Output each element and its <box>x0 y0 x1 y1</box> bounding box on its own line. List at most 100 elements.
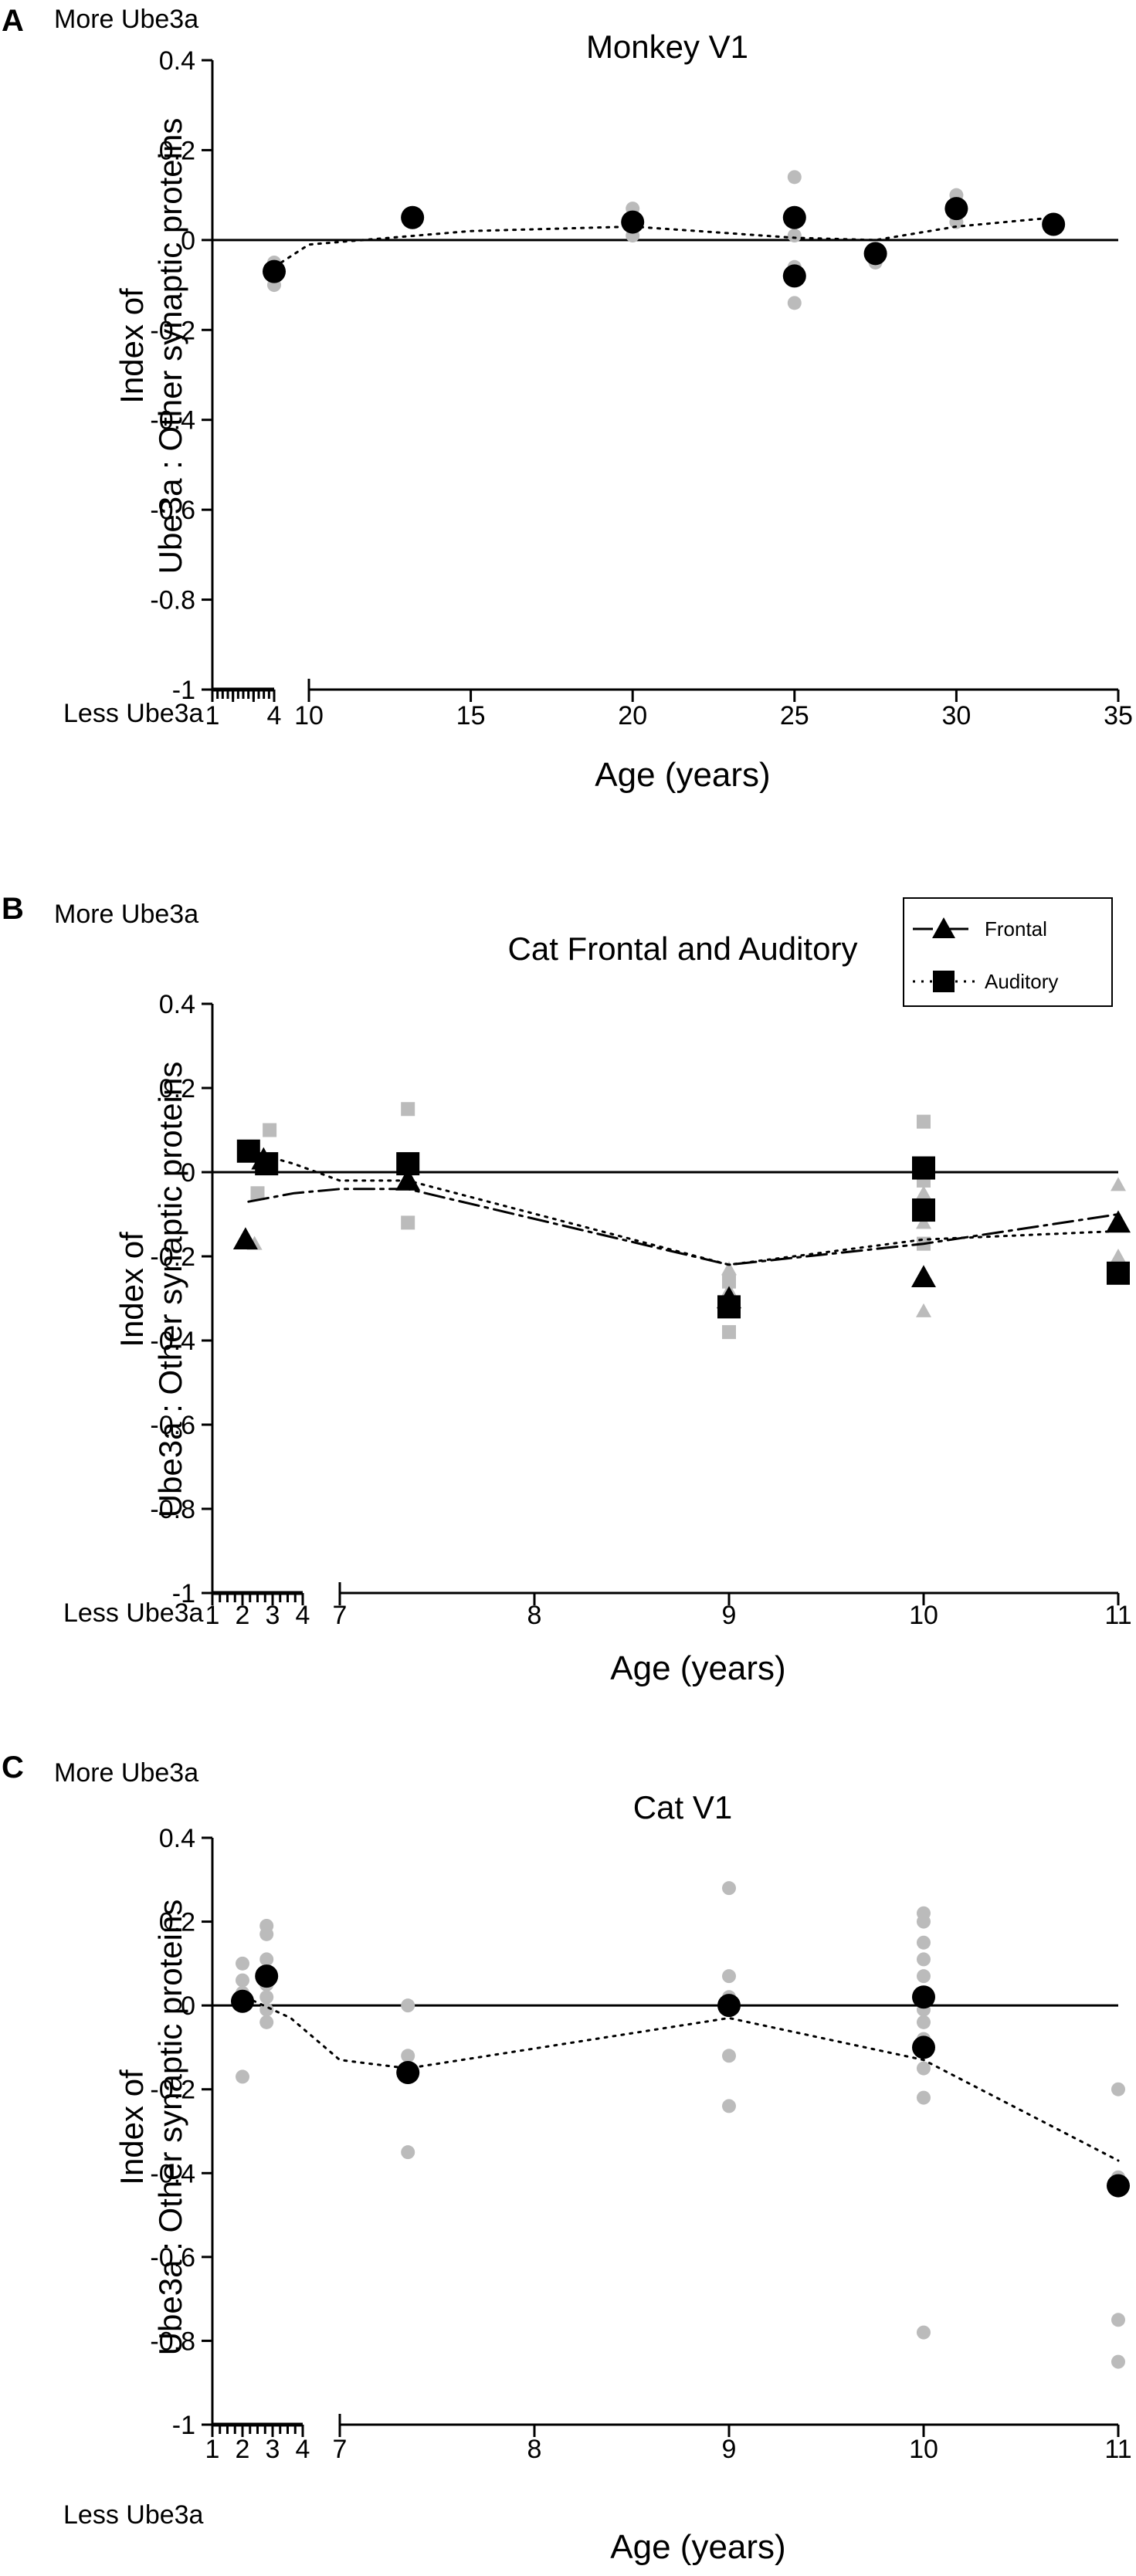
x-tick-label: 8 <box>527 2435 542 2464</box>
y-tick-label: -1 <box>172 1579 195 1608</box>
panel-a: A More Ube3a Less Ube3a Monkey V1 Age (years… <box>2 4 1133 794</box>
mean-point <box>231 1989 254 2013</box>
individual-triangle-point <box>916 1303 931 1317</box>
individual-point <box>722 1969 736 1984</box>
individual-point <box>787 229 802 243</box>
individual-point <box>401 1998 415 2013</box>
x-axis-label: Age (years) <box>595 756 770 794</box>
individual-triangle-point <box>916 1215 931 1229</box>
mean-triangle-point <box>395 1168 421 1191</box>
x-tick-label: 35 <box>1104 701 1133 730</box>
y-tick-label: -0.8 <box>150 2327 195 2356</box>
more-ube3a-label: More Ube3a <box>54 900 198 929</box>
mean-point <box>782 264 806 288</box>
y-axis-label: Index ofUbe3a : Other synaptic proteins <box>114 1062 188 1518</box>
y-tick-label: 0.4 <box>159 990 195 1019</box>
individual-triangle-point <box>1111 1249 1126 1263</box>
individual-square-point <box>917 1114 931 1129</box>
x-tick-label: 11 <box>1104 1601 1131 1630</box>
mean-point <box>621 210 645 234</box>
mean-point <box>1107 2174 1130 2198</box>
mean-square-point <box>912 1156 935 1180</box>
x-axis-label: Age (years) <box>610 1649 785 1687</box>
individual-point <box>917 2015 931 2029</box>
individual-point <box>917 1969 931 1984</box>
chart-title: Cat Frontal and Auditory <box>508 930 858 967</box>
mean-triangle-point <box>232 1227 258 1249</box>
less-ube3a-label: Less Ube3a <box>63 1598 204 1628</box>
y-tick-label: -0.2 <box>150 316 195 345</box>
x-tick-label: 7 <box>333 1601 348 1630</box>
x-tick-label: 20 <box>618 701 647 730</box>
legend-label-auditory: Auditory <box>985 970 1058 993</box>
mean-point <box>396 2061 420 2084</box>
x-tick-label: 30 <box>941 701 971 730</box>
individual-point <box>401 2049 415 2063</box>
y-axis-label-line2: Ube3a : Other synaptic proteins <box>152 1900 188 2356</box>
x-tick-label: 1 <box>205 701 220 730</box>
mean-point <box>263 259 286 283</box>
y-tick-label: 0.2 <box>159 136 195 165</box>
individual-point <box>236 2069 249 2084</box>
panel-letter: A <box>2 4 24 38</box>
trend-line <box>244 1995 1120 2162</box>
mean-triangle-point <box>911 1265 936 1288</box>
y-axis-label-line1: Index of <box>114 1232 150 1347</box>
mean-square-point <box>912 1198 935 1222</box>
individual-point <box>917 2090 931 2105</box>
trend-line <box>247 1150 1120 1266</box>
individual-point <box>722 2049 736 2063</box>
individual-triangle-point <box>1111 1177 1126 1191</box>
y-tick-label: 0 <box>181 1991 195 2021</box>
individual-square-point <box>401 1215 415 1230</box>
y-tick-label: 0.2 <box>159 1074 195 1103</box>
y-axis-label-line1: Index of <box>114 2069 150 2185</box>
y-tick-label: -0.6 <box>150 496 195 525</box>
mean-point <box>912 1985 935 2009</box>
mean-square-point <box>396 1152 420 1176</box>
x-tick-label: 9 <box>722 1601 737 1630</box>
individual-square-point <box>250 1186 265 1201</box>
individual-triangle-point <box>721 1261 737 1276</box>
y-tick-label: 0.4 <box>159 46 195 76</box>
y-axis-label-line2: Ube3a : Other synaptic proteins <box>152 1062 188 1518</box>
mean-point <box>912 2035 935 2059</box>
mean-point <box>1042 212 1066 236</box>
individual-point <box>1111 2313 1125 2327</box>
y-tick-label: -0.4 <box>150 2159 195 2188</box>
individual-point <box>917 1914 931 1929</box>
individual-point <box>259 1990 274 2005</box>
x-tick-label: 7 <box>333 2435 348 2464</box>
y-tick-label: -0.8 <box>150 1495 195 1524</box>
individual-point <box>259 1927 274 1941</box>
x-tick-label: 8 <box>527 1601 542 1630</box>
legend: Frontal Auditory <box>903 897 1113 1007</box>
individual-point <box>1111 2082 1125 2096</box>
x-tick-label: 1 <box>205 1601 220 1630</box>
y-axis-label: Index ofUbe3a : Other synaptic proteins <box>114 1900 188 2356</box>
individual-square-point <box>401 1102 415 1117</box>
x-tick-label: 1 <box>205 2435 220 2464</box>
less-ube3a-label: Less Ube3a <box>63 2500 204 2530</box>
legend-label-frontal: Frontal <box>985 917 1047 941</box>
more-ube3a-label: More Ube3a <box>54 1758 198 1788</box>
x-tick-label: 25 <box>780 701 809 730</box>
panel-letter: B <box>2 892 24 926</box>
individual-square-point <box>722 1325 736 1340</box>
y-tick-label: -1 <box>172 2411 195 2440</box>
y-tick-label: 0.4 <box>159 1824 195 1853</box>
mean-point <box>255 1964 279 1988</box>
y-tick-label: 0 <box>181 226 195 256</box>
y-tick-label: -0.2 <box>150 2076 195 2105</box>
individual-point <box>401 2145 415 2160</box>
x-tick-label: 9 <box>722 2435 737 2464</box>
mean-square-point <box>1107 1261 1130 1285</box>
individual-point <box>236 1956 249 1971</box>
y-tick-label: 0 <box>181 1158 195 1188</box>
y-tick-label: -0.6 <box>150 1411 195 1440</box>
mean-point <box>863 242 887 266</box>
mean-point <box>717 1994 741 2018</box>
individual-point <box>787 170 802 185</box>
more-ube3a-label: More Ube3a <box>54 5 198 34</box>
